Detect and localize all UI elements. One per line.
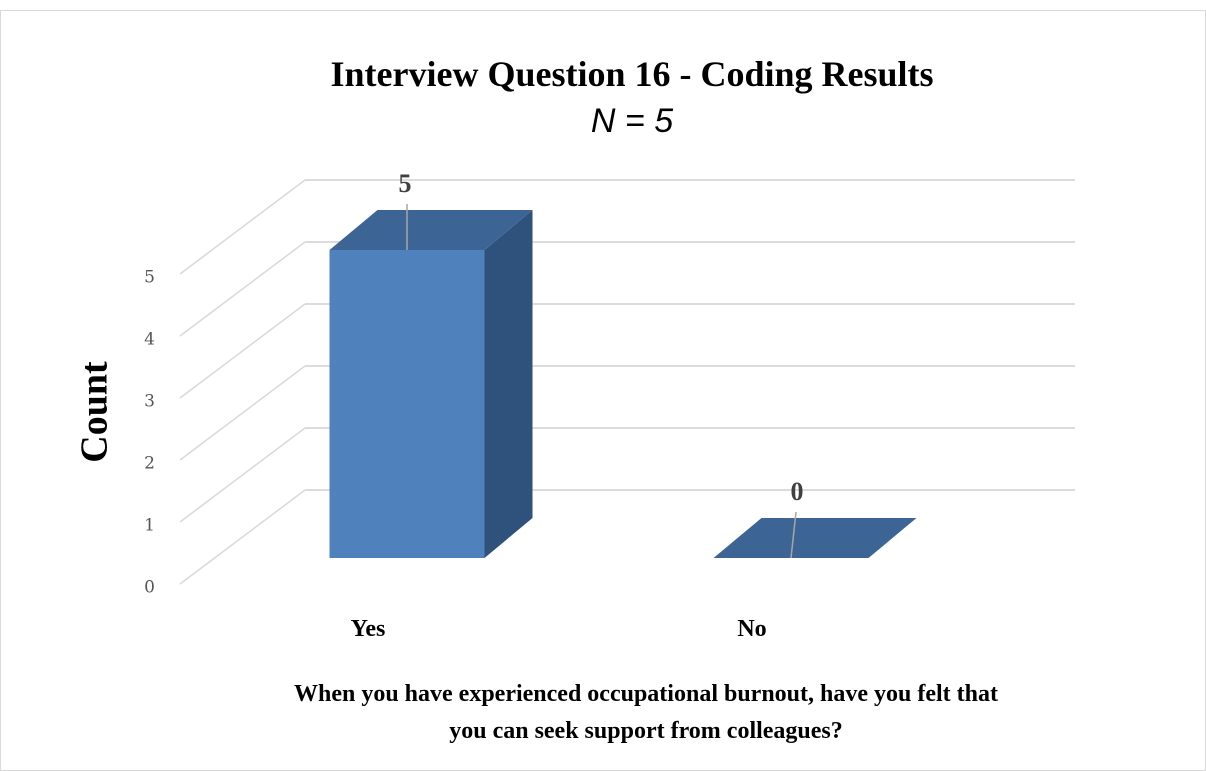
chart-title: Interview Question 16 - Coding Results [330,54,933,94]
bar-side [484,210,533,558]
chart-border [0,10,1206,771]
bar-top [329,210,533,250]
bar [329,250,485,558]
grid-line [179,365,306,461]
chart-subtitle: N = 5 [591,102,673,140]
y-tick-label: 1 [144,516,155,536]
bar-top [713,518,917,558]
x-tick-label: No [737,616,766,642]
grid-line [179,489,306,585]
grid-line [179,179,306,275]
y-tick-label: 3 [144,392,155,412]
grid-line [179,427,306,523]
y-axis-label: Count [74,361,116,463]
y-tick-label: 0 [144,578,155,598]
leader-line [790,511,797,559]
y-tick-label: 5 [144,268,155,288]
grid-line [179,241,306,337]
x-axis-label: you can seek support from colleagues? [449,718,843,744]
y-tick-label: 4 [144,330,155,350]
y-tick-label: 2 [144,454,155,474]
x-axis-label: When you have experienced occupational b… [294,681,998,707]
data-label: 5 [399,169,412,198]
x-tick-label: Yes [351,616,386,642]
grid-line [179,303,306,399]
data-label: 0 [791,477,804,506]
